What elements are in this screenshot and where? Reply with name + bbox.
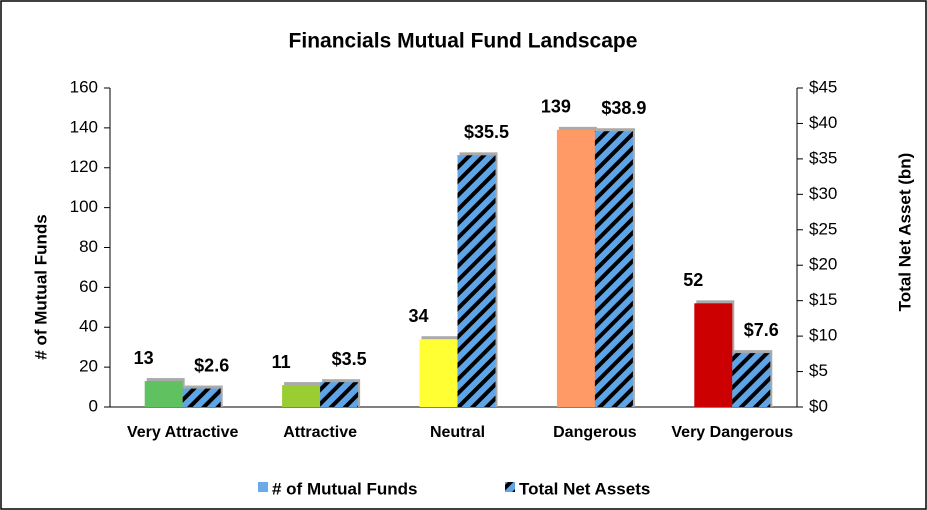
y2-tick-label: $45	[809, 77, 837, 96]
chart-title: Financials Mutual Fund Landscape	[289, 30, 638, 53]
legend-label: # of Mutual Funds	[272, 479, 417, 498]
data-label: 34	[408, 306, 428, 326]
y-tick-label: 60	[79, 277, 98, 296]
x-tick-label: Dangerous	[553, 424, 637, 441]
y2-tick-label: $25	[809, 219, 837, 238]
y2-tick-label: $0	[809, 396, 828, 415]
y-tick-label: 40	[79, 317, 98, 336]
bar	[594, 131, 633, 407]
y2-tick-label: $35	[809, 148, 837, 167]
legend-marker	[505, 482, 515, 492]
bar	[182, 388, 221, 407]
bar	[144, 381, 183, 407]
y2-tick-label: $15	[809, 290, 837, 309]
data-label: $3.5	[332, 349, 367, 369]
y-axis-title: # of Mutual Funds	[31, 214, 50, 359]
y2-tick-label: $30	[809, 184, 837, 203]
data-label: 13	[134, 348, 154, 368]
data-label: $38.9	[601, 98, 646, 118]
y-tick-label: 80	[79, 237, 98, 256]
data-label: $2.6	[194, 355, 229, 375]
data-label: 139	[541, 97, 571, 117]
bar	[282, 385, 321, 407]
bar	[556, 129, 595, 407]
y-tick-label: 120	[70, 157, 98, 176]
y2-tick-label: $5	[809, 361, 828, 380]
legend-marker	[258, 482, 268, 492]
y-tick-label: 0	[89, 396, 98, 415]
bar	[419, 339, 458, 407]
y2-axis-title: Total Net Asset (bn)	[895, 153, 914, 312]
x-tick-label: Attractive	[283, 424, 357, 441]
bar	[320, 382, 359, 407]
bar	[457, 155, 496, 407]
y-tick-label: 140	[70, 117, 98, 136]
y-tick-label: 20	[79, 357, 98, 376]
data-label: $7.6	[744, 320, 779, 340]
legend-label: Total Net Assets	[519, 479, 650, 498]
data-label: 11	[272, 352, 291, 372]
y-tick-label: 160	[70, 77, 98, 96]
y2-tick-label: $40	[809, 113, 837, 132]
bar	[732, 353, 771, 407]
data-label: $35.5	[464, 122, 509, 142]
y2-tick-label: $10	[809, 326, 837, 345]
x-tick-label: Neutral	[430, 424, 485, 441]
x-tick-label: Very Attractive	[127, 424, 239, 441]
x-tick-label: Very Dangerous	[671, 424, 793, 441]
y2-tick-label: $20	[809, 255, 837, 274]
bar	[694, 303, 733, 407]
y-tick-label: 100	[70, 197, 98, 216]
data-label: 52	[683, 270, 703, 290]
